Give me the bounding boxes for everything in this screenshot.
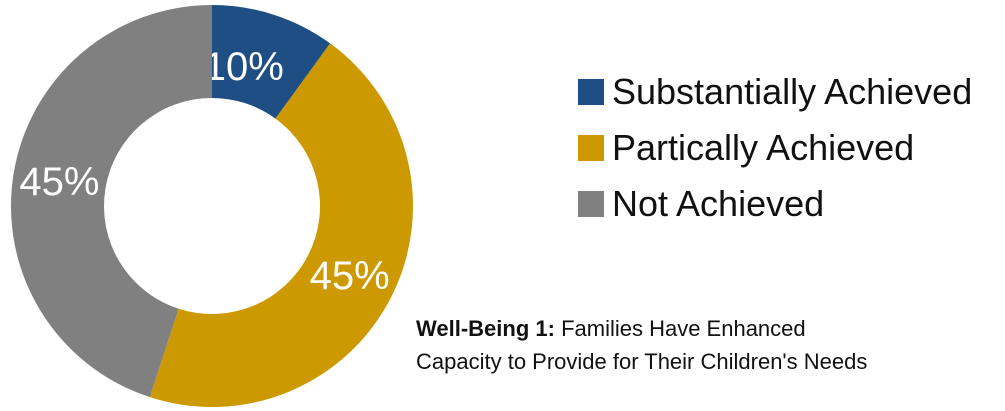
legend: Substantially Achieved Partically Achiev… (578, 64, 972, 232)
caption-line-1: Families Have Enhanced (554, 316, 806, 341)
chart-caption: Well-Being 1: Families Have Enhanced Cap… (416, 312, 996, 378)
legend-swatch-not-achieved (578, 191, 604, 217)
legend-item-partically-achieved: Partically Achieved (578, 120, 972, 176)
legend-label-partically-achieved: Partically Achieved (612, 127, 915, 168)
legend-label-not-achieved: Not Achieved (612, 183, 825, 224)
slice-label-substantially-achieved: 10% (204, 45, 284, 89)
slice-not-achieved (11, 5, 213, 398)
legend-item-not-achieved: Not Achieved (578, 176, 972, 232)
donut-chart: 10% 45% 45% (11, 5, 414, 407)
legend-label-substantially-achieved: Substantially Achieved (612, 71, 973, 112)
slice-substantially-achieved (212, 5, 331, 119)
legend-swatch-substantially-achieved (578, 79, 604, 105)
slice-label-partically-achieved: 45% (310, 254, 390, 298)
slice-partically-achieved (149, 43, 414, 407)
legend-item-substantially-achieved: Substantially Achieved (578, 64, 972, 120)
legend-swatch-partically-achieved (578, 135, 604, 161)
slice-label-not-achieved: 45% (19, 160, 99, 204)
caption-line-2: Capacity to Provide for Their Children's… (416, 349, 868, 374)
caption-bold-label: Well-Being 1: (416, 316, 555, 341)
